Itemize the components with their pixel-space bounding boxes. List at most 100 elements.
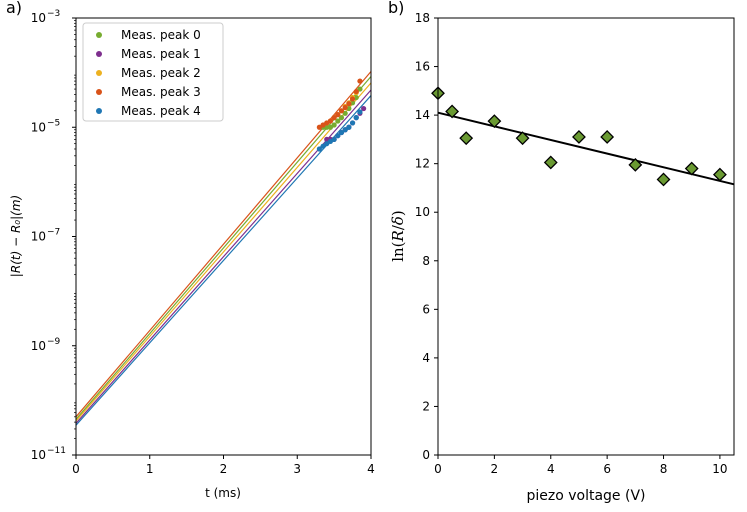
legend-label-peak-3: Meas. peak 3 — [121, 85, 201, 99]
data-point-peak-3 — [335, 112, 341, 118]
panel-b-data-points — [431, 86, 727, 187]
data-point-peak-4 — [342, 127, 348, 133]
y-tick-exponent: −11 — [47, 446, 66, 456]
fit-line-peak-2 — [75, 82, 372, 422]
y-tick-label: 10 — [415, 205, 430, 219]
y-tick-label: 6 — [422, 302, 430, 316]
x-tick-label: 2 — [220, 462, 228, 476]
x-tick-label: 3 — [293, 462, 301, 476]
data-point-peak-0 — [338, 115, 345, 121]
legend-label-peak-0: Meas. peak 0 — [121, 28, 201, 42]
data-point-peak-3 — [327, 118, 334, 124]
legend-label-peak-4: Meas. peak 4 — [121, 104, 201, 118]
legend-label-peak-2: Meas. peak 2 — [121, 66, 201, 80]
diamond-marker — [600, 130, 615, 144]
panel-b-y-label: ln(R/δ) — [389, 210, 407, 262]
legend-label-peak-1: Meas. peak 1 — [121, 47, 201, 61]
data-point-peak-4 — [316, 146, 322, 152]
y-tick-exponent: −7 — [47, 228, 60, 238]
data-point-peak-0 — [342, 110, 348, 116]
x-tick-label: 4 — [367, 462, 375, 476]
data-point-peak-4 — [346, 124, 352, 130]
y-tick-exponent: −5 — [47, 118, 60, 128]
y-tick-exponent: −3 — [47, 9, 60, 19]
y-tick-label: 0 — [422, 448, 430, 462]
data-point-peak-3 — [342, 104, 348, 111]
y-tick-label: 16 — [415, 60, 430, 74]
diamond-marker — [628, 157, 643, 172]
y-tick-label: 18 — [415, 11, 430, 25]
fit-line-peak-4 — [75, 95, 372, 426]
panel-b-frame — [437, 17, 735, 456]
y-tick-label: 12 — [415, 157, 430, 171]
data-point-peak-4 — [331, 136, 337, 142]
panel-a-x-label: t (ms) — [205, 486, 241, 500]
panel-a-y-label: |R(t) − R₀|(m) — [9, 195, 23, 277]
data-point-peak-3 — [357, 78, 363, 84]
linear-fit-line — [437, 111, 735, 186]
data-point-peak-4 — [338, 129, 345, 136]
diamond-marker — [572, 130, 586, 144]
panel-b-x-ticks: 0 2 4 6 8 10 — [434, 455, 728, 476]
y-tick-label: 10 — [31, 120, 46, 134]
x-tick-label: 4 — [547, 462, 555, 476]
legend-marker-peak-4 — [96, 108, 102, 114]
panel-b-fit-line — [437, 111, 735, 186]
data-point-peak-1 — [361, 105, 367, 112]
data-point-peak-3 — [349, 96, 356, 102]
y-tick-label: 4 — [422, 351, 430, 365]
diamond-marker — [543, 155, 558, 170]
diamond-marker — [515, 131, 530, 146]
y-tick-label: 10 — [31, 230, 46, 244]
data-point-peak-4 — [320, 143, 326, 149]
y-tick-label: 8 — [422, 254, 430, 268]
diamond-marker — [656, 172, 671, 187]
diamond-marker — [684, 161, 699, 176]
legend-box — [82, 22, 224, 122]
y-tick-label: 10 — [31, 11, 46, 25]
x-tick-label: 6 — [603, 462, 611, 476]
x-tick-label: 2 — [491, 462, 499, 476]
x-tick-label: 8 — [660, 462, 668, 476]
panel-a-data-points — [316, 78, 367, 152]
legend-marker-peak-2 — [96, 70, 102, 76]
data-point-peak-3 — [353, 88, 359, 95]
diamond-marker — [459, 131, 474, 146]
data-point-peak-3 — [338, 108, 345, 114]
panel-a-x-ticks: 0 1 2 3 4 — [72, 455, 375, 476]
diamond-marker — [487, 114, 502, 129]
x-tick-label: 0 — [72, 462, 80, 476]
diamond-marker — [445, 104, 460, 119]
legend-marker-peak-3 — [96, 89, 102, 95]
data-point-peak-0 — [331, 122, 337, 128]
y-tick-label: 2 — [422, 399, 430, 413]
x-tick-label: 1 — [146, 462, 154, 476]
data-point-peak-3 — [331, 115, 337, 121]
diamond-marker — [712, 167, 727, 182]
data-point-peak-4 — [353, 115, 359, 121]
y-tick-exponent: −9 — [47, 337, 61, 347]
panel-b: b) 0 2 4 6 8 10 0 2 4 6 8 10 12 14 16 18 piezo voltage… — [388, 0, 735, 504]
panel-a-legend: Meas. peak 0 Meas. peak 1 Meas. peak 2 Meas… — [82, 22, 224, 122]
fit-line-peak-0 — [75, 76, 372, 420]
data-point-peak-4 — [357, 109, 363, 115]
x-tick-label: 10 — [712, 462, 727, 476]
legend-marker-peak-1 — [96, 51, 102, 57]
x-tick-label: 0 — [434, 462, 442, 476]
y-tick-label: 14 — [415, 108, 430, 122]
panel-b-label: b) — [388, 0, 404, 17]
data-point-peak-0 — [357, 86, 363, 92]
data-point-peak-4 — [335, 133, 341, 139]
data-point-peak-3 — [346, 101, 352, 107]
panel-b-x-label: piezo voltage (V) — [526, 488, 645, 504]
panel-b-y-ticks: 0 2 4 6 8 10 12 14 16 18 — [415, 11, 438, 462]
panel-a-label: a) — [6, 0, 22, 17]
y-tick-label: 10 — [31, 448, 46, 462]
legend-marker-peak-0 — [96, 32, 102, 38]
data-point-peak-4 — [349, 120, 356, 126]
data-point-peak-0 — [335, 118, 341, 124]
y-tick-label: 10 — [31, 339, 46, 353]
